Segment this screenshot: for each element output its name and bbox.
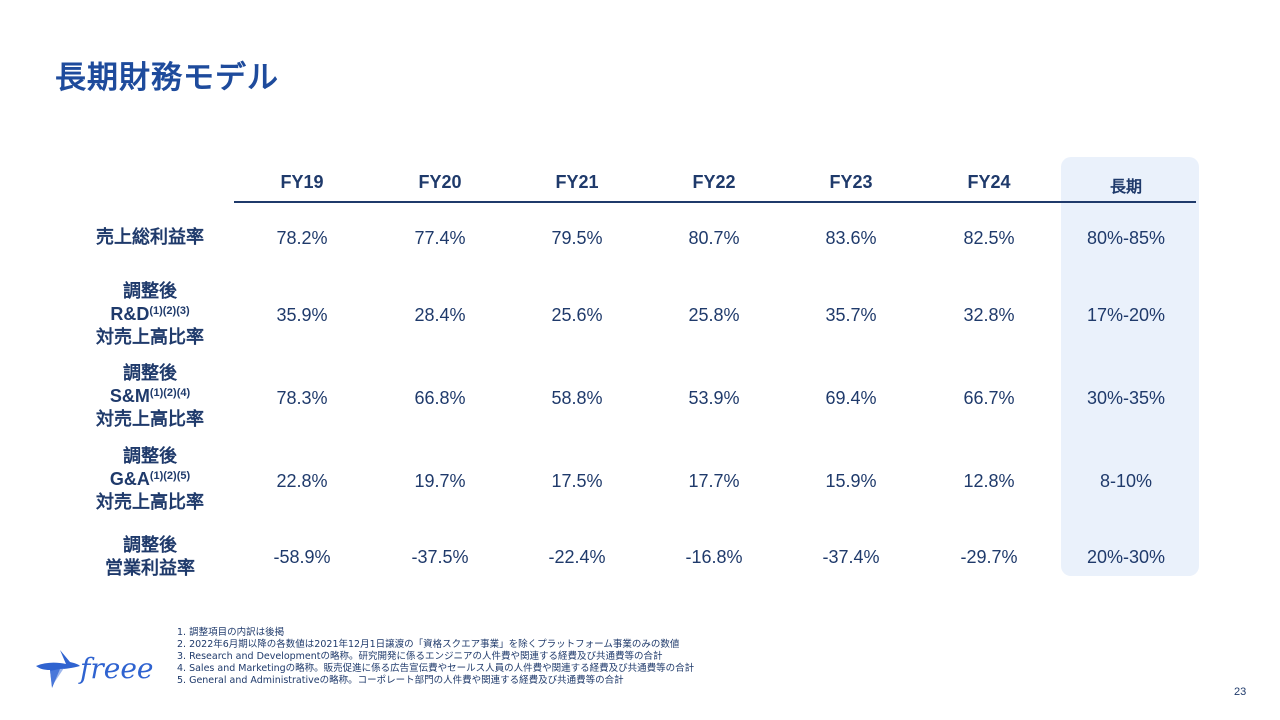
table-cell: 66.8% — [414, 388, 466, 408]
logo-wordmark: freee — [78, 652, 153, 685]
footnote-ref: (1)(2)(4) — [149, 387, 191, 399]
column-header-fy21: FY21 — [555, 172, 599, 192]
table-cell-long-term: 8-10% — [1099, 471, 1153, 491]
table-cell: -16.8% — [685, 547, 743, 567]
table-cell: 19.7% — [414, 471, 466, 491]
column-header-fy22: FY22 — [692, 172, 736, 192]
freee-logo: freee — [34, 642, 164, 696]
table-cell: 77.4% — [414, 228, 466, 248]
table-cell: 58.8% — [551, 388, 603, 408]
table-cell: 78.3% — [276, 388, 328, 408]
table-cell: -22.4% — [548, 547, 606, 567]
row-label-snm: 調整後 S&M(1)(2)(4) 対売上高比率 — [60, 362, 240, 431]
column-header-fy20: FY20 — [418, 172, 462, 192]
row-label-abbr: G&A — [109, 469, 150, 489]
column-header-fy23: FY23 — [829, 172, 873, 192]
table-cell: -37.5% — [411, 547, 469, 567]
row-label-line: 対売上高比率 — [96, 492, 204, 513]
footnote: 2. 2022年6月期以降の各数値は2021年12月1日譲渡の「資格スクエア事業… — [177, 639, 680, 650]
row-label-gna: 調整後 G&A(1)(2)(5) 対売上高比率 — [60, 445, 240, 514]
table-cell: 12.8% — [963, 471, 1015, 491]
column-header-long-term: 長期 — [1109, 177, 1142, 196]
table-cell: 80.7% — [688, 228, 740, 248]
table-cell: 83.6% — [825, 228, 877, 248]
page-number: 23 — [1234, 686, 1247, 698]
table-cell: 22.8% — [276, 471, 328, 491]
table-cell: 25.6% — [551, 305, 603, 325]
page-title: 長期財務モデル — [55, 60, 279, 96]
table-cell-long-term: 17%-20% — [1086, 305, 1166, 325]
column-header-fy19: FY19 — [280, 172, 324, 192]
table-cell: 53.9% — [688, 388, 740, 408]
footnote-ref: (1)(2)(3) — [149, 305, 190, 317]
row-label-abbr: R&D — [110, 304, 150, 324]
table-cell: 15.9% — [825, 471, 877, 491]
row-label-line: 対売上高比率 — [96, 327, 204, 348]
table-cell: 82.5% — [963, 228, 1015, 248]
long-term-column-highlight — [1061, 157, 1199, 576]
footnote: 3. Research and Developmentの略称。研究開発に係るエン… — [177, 651, 663, 662]
row-label-operating-margin: 調整後 営業利益率 — [60, 534, 240, 580]
table-cell: 78.2% — [276, 228, 328, 248]
bird-logo-icon: freee — [36, 650, 153, 688]
row-label-line: 調整後 — [123, 535, 177, 556]
table-cell: 28.4% — [414, 305, 466, 325]
row-label-line: 調整後 — [123, 363, 177, 384]
row-label-line: 調整後 — [123, 281, 177, 302]
table-cell: 32.8% — [963, 305, 1015, 325]
table-cell: 17.5% — [551, 471, 603, 491]
table-cell-long-term: 80%-85% — [1086, 228, 1166, 248]
table-cell: -37.4% — [822, 547, 880, 567]
row-label-line: 売上総利益率 — [96, 227, 204, 248]
footnotes: 1. 調整項目の内訳は後掲 2. 2022年6月期以降の各数値は2021年12月… — [177, 627, 694, 687]
table-cell-long-term: 30%-35% — [1086, 388, 1166, 408]
column-header-fy24: FY24 — [967, 172, 1011, 192]
row-label-line: 調整後 — [123, 446, 177, 467]
footnote: 1. 調整項目の内訳は後掲 — [177, 627, 285, 638]
table-cell: 35.7% — [825, 305, 877, 325]
table-cell: -58.9% — [273, 547, 331, 567]
row-label-line: 営業利益率 — [105, 558, 195, 579]
table-cell: -29.7% — [960, 547, 1018, 567]
table-cell: 35.9% — [276, 305, 328, 325]
row-label-rnd: 調整後 R&D(1)(2)(3) 対売上高比率 — [60, 280, 240, 349]
row-label-line: 対売上高比率 — [96, 409, 204, 430]
footnote-ref: (1)(2)(5) — [149, 470, 191, 482]
table-cell-long-term: 20%-30% — [1086, 547, 1166, 567]
table-cell: 79.5% — [551, 228, 603, 248]
footnote: 5. General and Administrativeの略称。コーポレート部… — [177, 675, 624, 686]
row-label-gross-margin: 売上総利益率 — [60, 226, 240, 249]
table-cell: 25.8% — [688, 305, 740, 325]
row-label-abbr: S&M — [109, 386, 150, 406]
footnote: 4. Sales and Marketingの略称。販売促進に係る広告宣伝費やセ… — [177, 663, 695, 674]
header-divider — [234, 201, 1196, 203]
table-cell: 66.7% — [963, 388, 1015, 408]
table-cell: 69.4% — [825, 388, 877, 408]
table-cell: 17.7% — [688, 471, 740, 491]
